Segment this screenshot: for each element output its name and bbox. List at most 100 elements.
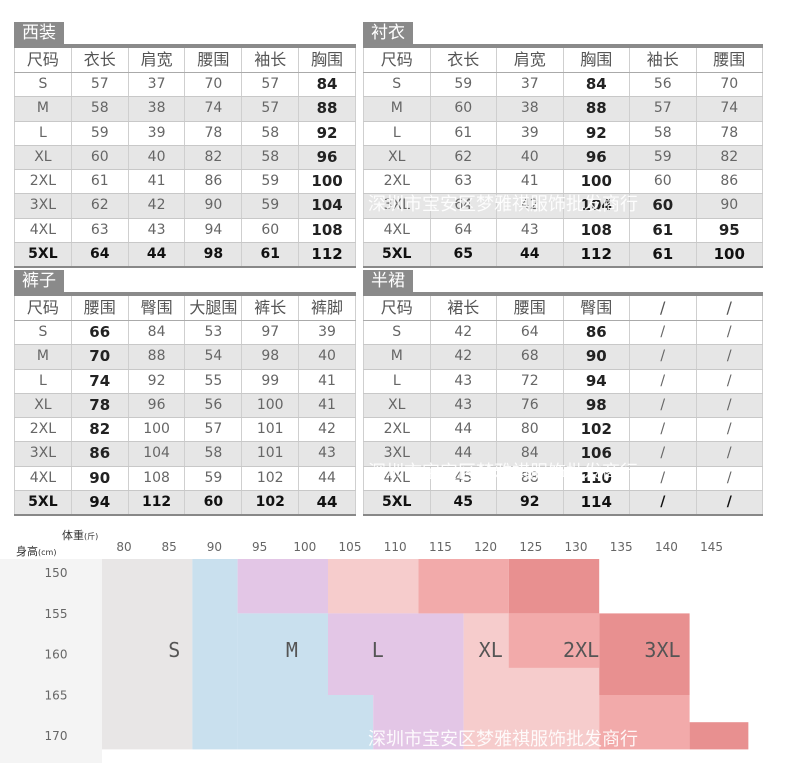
suit-table-cell: 41 <box>129 170 186 194</box>
skirt-table-cell: / <box>630 442 697 466</box>
shirt-table-cell: 64 <box>431 194 497 218</box>
skirt-header-cell: / <box>630 296 697 320</box>
suit-header-cell: 袖长 <box>242 48 300 72</box>
size-zone-label: S <box>168 638 180 662</box>
suit-table-cell: 42 <box>129 194 186 218</box>
shirt-table-cell: 65 <box>431 243 497 267</box>
weight-tick-label: 85 <box>162 540 177 554</box>
pants-table-cell: 90 <box>72 466 129 491</box>
pants-table-cell: 102 <box>242 491 300 515</box>
pants-table-cell: 54 <box>185 345 243 369</box>
shirt-table: 衬衣 尺码 衣长 肩宽 胸围 袖长 腰围 S 59 37 84 56 70 M 60 38 88 57 74 L 61… <box>363 22 763 269</box>
shirt-table-cell: S <box>363 73 431 97</box>
suit-table-cell: 5XL <box>14 243 72 267</box>
skirt-table-row: M 42 68 90// <box>363 345 763 370</box>
shirt-table-cell: 95 <box>697 218 763 243</box>
skirt-header-cell: 尺码 <box>363 296 431 320</box>
pants-grid: 尺码 腰围 臀围 大腿围 裤长 裤脚 S 66 84 53 97 39 M 70 88 54 98 40 L 74 92… <box>14 296 356 517</box>
skirt-table-cell: 44 <box>431 442 497 466</box>
suit-header-row: 尺码 衣长 肩宽 腰围 袖长 胸围 <box>14 48 356 73</box>
weight-tick-label: 135 <box>610 540 633 554</box>
shirt-header-cell: 尺码 <box>363 48 431 72</box>
pants-table-row: L 74 92 55 99 41 <box>14 369 356 394</box>
shirt-header-cell: 腰围 <box>697 48 763 72</box>
skirt-table-cell: / <box>697 491 763 515</box>
height-label: 身高(cm) <box>16 544 56 558</box>
suit-table-cell: 58 <box>242 145 300 170</box>
suit-table-cell: 78 <box>185 121 243 145</box>
suit-table-cell: 64 <box>72 243 129 267</box>
suit-table-cell: 61 <box>242 243 300 267</box>
pants-header-row: 尺码 腰围 臀围 大腿围 裤长 裤脚 <box>14 296 356 321</box>
shirt-table-cell: 2XL <box>363 170 431 194</box>
suit-header-cell: 胸围 <box>299 48 356 72</box>
pants-table-cell: 104 <box>129 442 186 466</box>
suit-table-row: L 59 39 78 58 92 <box>14 121 356 146</box>
pants-table-cell: 101 <box>242 418 300 442</box>
shirt-table-row: 2XL 63 41 100 60 86 <box>363 170 763 195</box>
shirt-table-row: M 60 38 88 57 74 <box>363 97 763 122</box>
shirt-header-row: 尺码 衣长 肩宽 胸围 袖长 腰围 <box>363 48 763 73</box>
skirt-table-cell: 3XL <box>363 442 431 466</box>
skirt-table-row: 5XL 45 92 114// <box>363 491 763 517</box>
pants-header-cell: 尺码 <box>14 296 72 320</box>
size-zone-label: 2XL <box>563 638 599 662</box>
weight-tick-label: 90 <box>207 540 222 554</box>
pants-table-cell: 88 <box>129 345 186 369</box>
suit-table-cell: 96 <box>299 145 356 170</box>
suit-table-cell: 58 <box>242 121 300 145</box>
suit-grid: 尺码 衣长 肩宽 腰围 袖长 胸围 S 57 37 70 57 84 M 58 38 74 57 88 L 59 39 7… <box>14 48 356 269</box>
pants-table-cell: 43 <box>299 442 356 466</box>
skirt-table-cell: 42 <box>431 321 497 345</box>
skirt-header-row: 尺码 裙长 腰围 臀围 / / <box>363 296 763 321</box>
pants-table-cell: 86 <box>72 442 129 466</box>
pants-table-cell: 40 <box>299 345 356 369</box>
pants-table-cell: 94 <box>72 491 129 515</box>
pants-table-cell: 66 <box>72 321 129 345</box>
shirt-table-row: 4XL 64 43 108 61 95 <box>363 218 763 244</box>
skirt-table-cell: / <box>697 442 763 466</box>
pants-table-row: 3XL 86 104 58 101 43 <box>14 442 356 467</box>
pants-table-cell: 44 <box>299 466 356 491</box>
suit-table-cell: S <box>14 73 72 97</box>
suit-table-cell: 70 <box>185 73 243 97</box>
skirt-table-cell: 110 <box>564 466 630 491</box>
suit-table-cell: 84 <box>299 73 356 97</box>
weight-tick-label: 105 <box>339 540 362 554</box>
weight-tick-label: 140 <box>655 540 678 554</box>
pants-table-cell: 101 <box>242 442 300 466</box>
skirt-header-cell: 臀围 <box>564 296 630 320</box>
weight-tick-label: 125 <box>519 540 542 554</box>
shirt-table-cell: 38 <box>497 97 564 121</box>
pants-table-row: 2XL 82 100 57 101 42 <box>14 418 356 443</box>
suit-table-cell: 88 <box>299 97 356 121</box>
suit-table-cell: 92 <box>299 121 356 145</box>
pants-table-cell: 99 <box>242 369 300 393</box>
weight-label: 体重(斤) <box>62 528 98 542</box>
zone-3xl-top <box>508 559 600 614</box>
zone-3xl-low <box>689 722 749 750</box>
skirt-table-cell: 106 <box>564 442 630 466</box>
suit-table-cell: 43 <box>129 218 186 243</box>
skirt-table-cell: / <box>630 418 697 442</box>
pants-table-cell: 108 <box>129 466 186 491</box>
pants-table-cell: 59 <box>185 466 243 491</box>
pants-table-cell: 5XL <box>14 491 72 515</box>
pants-title: 裤子 <box>14 270 64 292</box>
shirt-table-cell: 58 <box>630 121 697 145</box>
suit-header-cell: 肩宽 <box>129 48 186 72</box>
shirt-table-cell: 88 <box>564 97 630 121</box>
shirt-table-row: S 59 37 84 56 70 <box>363 73 763 98</box>
skirt-table-cell: 45 <box>431 466 497 491</box>
shirt-table-cell: 92 <box>564 121 630 145</box>
suit-table-cell: 61 <box>72 170 129 194</box>
pants-header-cell: 腰围 <box>72 296 129 320</box>
suit-table-cell: 4XL <box>14 218 72 243</box>
pants-table-cell: 100 <box>129 418 186 442</box>
suit-table-cell: 3XL <box>14 194 72 218</box>
shirt-table-cell: 90 <box>697 194 763 218</box>
suit-table-cell: 40 <box>129 145 186 170</box>
skirt-table-cell: 94 <box>564 369 630 393</box>
skirt-table-cell: / <box>630 345 697 369</box>
suit-table-cell: 82 <box>185 145 243 170</box>
